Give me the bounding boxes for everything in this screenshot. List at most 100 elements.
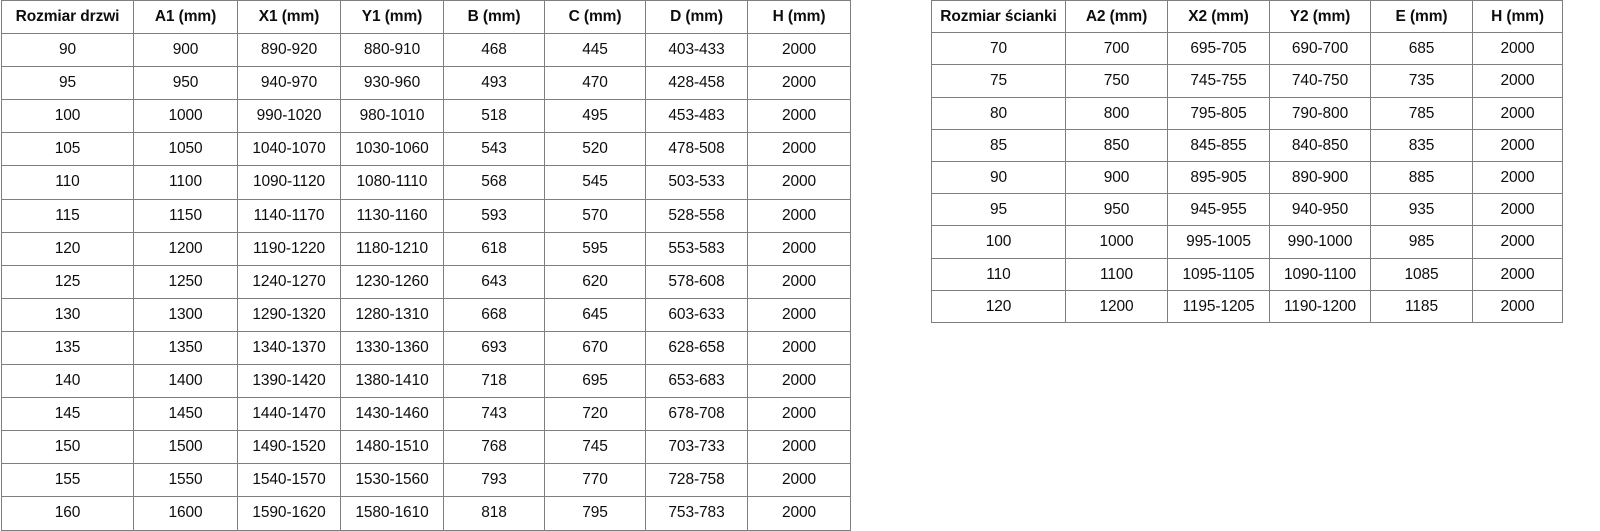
table-cell: 1490-1520 <box>237 430 341 465</box>
table-cell: 1100 <box>1065 257 1168 291</box>
walls-size-cell: 70 <box>931 32 1066 66</box>
walls-size-cell: 110 <box>931 257 1066 291</box>
table-cell: 2000 <box>747 430 851 465</box>
table-row: 70 700 695-705 690-700 685 2000 <box>931 32 1563 66</box>
doors-size-cell: 125 <box>1 264 134 299</box>
table-cell: 940-970 <box>237 66 341 101</box>
table-cell: 990-1020 <box>237 99 341 134</box>
table-cell: 678-708 <box>645 397 748 432</box>
walls-column-header: E (mm) <box>1370 0 1473 34</box>
table-cell: 1500 <box>133 430 238 465</box>
table-cell: 1280-1310 <box>340 297 444 332</box>
table-cell: 1080-1110 <box>340 165 444 200</box>
table-cell: 1130-1160 <box>340 198 444 233</box>
table-cell: 2000 <box>747 364 851 399</box>
table-cell: 2000 <box>747 66 851 101</box>
table-cell: 1400 <box>133 364 238 399</box>
table-cell: 1190-1220 <box>237 231 341 266</box>
table-cell: 520 <box>544 132 646 167</box>
table-cell: 840-850 <box>1269 128 1371 163</box>
table-row: 125 1250 1240-1270 1230-1260 643 620 578-608 20… <box>1 264 851 299</box>
table-row: 100 1000 990-1020 980-1010 518 495 453-483 2000 <box>1 99 851 134</box>
table-row: 150 1500 1490-1520 1480-1510 768 745 703-733 20… <box>1 430 851 465</box>
table-cell: 985 <box>1370 225 1473 259</box>
table-cell: 980-1010 <box>340 99 444 134</box>
table-row: 95 950 945-955 940-950 935 2000 <box>931 193 1563 227</box>
table-row: 75 750 745-755 740-750 735 2000 <box>931 64 1563 98</box>
table-cell: 753-783 <box>645 496 748 531</box>
table-cell: 695 <box>544 364 646 399</box>
table-cell: 895-905 <box>1167 161 1270 195</box>
table-row: 140 1400 1390-1420 1380-1410 718 695 653-683 20… <box>1 364 851 399</box>
table-cell: 1390-1420 <box>237 364 341 399</box>
table-cell: 728-758 <box>645 463 748 498</box>
table-cell: 620 <box>544 264 646 299</box>
table-cell: 595 <box>544 231 646 266</box>
table-cell: 795 <box>544 496 646 531</box>
table-cell: 1185 <box>1370 289 1473 324</box>
doors-size-cell: 135 <box>1 330 134 366</box>
walls-table-header: Rozmiar ścianki A2 (mm) X2 (mm) Y2 (mm) E (m… <box>931 0 1563 34</box>
table-row: 80 800 795-805 790-800 785 2000 <box>931 96 1563 130</box>
table-row: 115 1150 1140-1170 1130-1160 593 570 528-558 20… <box>1 198 851 233</box>
doors-dimensions-table: Rozmiar drzwi A1 (mm) X1 (mm) Y1 (mm) B (mm)… <box>1 0 851 531</box>
doors-size-cell: 95 <box>1 66 134 101</box>
doors-size-cell: 100 <box>1 99 134 134</box>
table-cell: 1030-1060 <box>340 132 444 167</box>
doors-table-header: Rozmiar drzwi A1 (mm) X1 (mm) Y1 (mm) B (mm)… <box>1 0 851 35</box>
table-row: 145 1450 1440-1470 1430-1460 743 720 678-708 20… <box>1 397 851 432</box>
table-row: 85 850 845-855 840-850 835 2000 <box>931 128 1563 163</box>
table-cell: 930-960 <box>340 66 444 101</box>
doors-column-header: X1 (mm) <box>237 0 341 35</box>
table-cell: 528-558 <box>645 198 748 233</box>
table-cell: 785 <box>1370 96 1473 130</box>
table-row: 120 1200 1195-1205 1190-1200 1185 2000 <box>931 289 1563 324</box>
table-cell: 1330-1360 <box>340 330 444 366</box>
table-cell: 2000 <box>1472 128 1563 163</box>
doors-size-cell: 155 <box>1 463 134 498</box>
table-row: 100 1000 995-1005 990-1000 985 2000 <box>931 225 1563 259</box>
doors-table-body: 90 900 890-920 880-910 468 445 403-433 2000 95 95… <box>1 33 851 531</box>
table-row: 95 950 940-970 930-960 493 470 428-458 2000 <box>1 66 851 101</box>
table-cell: 890-900 <box>1269 161 1371 195</box>
table-header-row: Rozmiar drzwi A1 (mm) X1 (mm) Y1 (mm) B (mm)… <box>1 0 851 35</box>
table-cell: 685 <box>1370 32 1473 66</box>
walls-size-cell: 75 <box>931 64 1066 98</box>
table-cell: 703-733 <box>645 430 748 465</box>
table-cell: 553-583 <box>645 231 748 266</box>
table-cell: 900 <box>1065 161 1168 195</box>
table-cell: 603-633 <box>645 297 748 332</box>
table-cell: 990-1000 <box>1269 225 1371 259</box>
table-cell: 1350 <box>133 330 238 366</box>
walls-size-cell: 90 <box>931 161 1066 195</box>
doors-size-cell: 115 <box>1 198 134 233</box>
table-cell: 745 <box>544 430 646 465</box>
table-cell: 1340-1370 <box>237 330 341 366</box>
table-cell: 628-658 <box>645 330 748 366</box>
table-cell: 653-683 <box>645 364 748 399</box>
table-cell: 900 <box>133 33 238 68</box>
table-cell: 1040-1070 <box>237 132 341 167</box>
table-cell: 880-910 <box>340 33 444 68</box>
table-cell: 2000 <box>747 132 851 167</box>
table-cell: 470 <box>544 66 646 101</box>
walls-column-header: Rozmiar ścianki <box>931 0 1066 34</box>
table-cell: 1290-1320 <box>237 297 341 332</box>
doors-column-header: H (mm) <box>747 0 851 35</box>
doors-size-cell: 130 <box>1 297 134 332</box>
table-cell: 2000 <box>1472 96 1563 130</box>
table-cell: 2000 <box>747 463 851 498</box>
doors-size-cell: 140 <box>1 364 134 399</box>
walls-size-cell: 95 <box>931 193 1066 227</box>
table-cell: 1000 <box>133 99 238 134</box>
table-cell: 2000 <box>1472 64 1563 98</box>
table-cell: 1050 <box>133 132 238 167</box>
table-cell: 453-483 <box>645 99 748 134</box>
table-header-row: Rozmiar ścianki A2 (mm) X2 (mm) Y2 (mm) E (m… <box>931 0 1563 34</box>
table-cell: 2000 <box>747 264 851 299</box>
table-cell: 2000 <box>747 33 851 68</box>
walls-column-header: A2 (mm) <box>1065 0 1168 34</box>
table-cell: 2000 <box>747 397 851 432</box>
table-cell: 1530-1560 <box>340 463 444 498</box>
table-row: 90 900 890-920 880-910 468 445 403-433 2000 <box>1 33 851 68</box>
